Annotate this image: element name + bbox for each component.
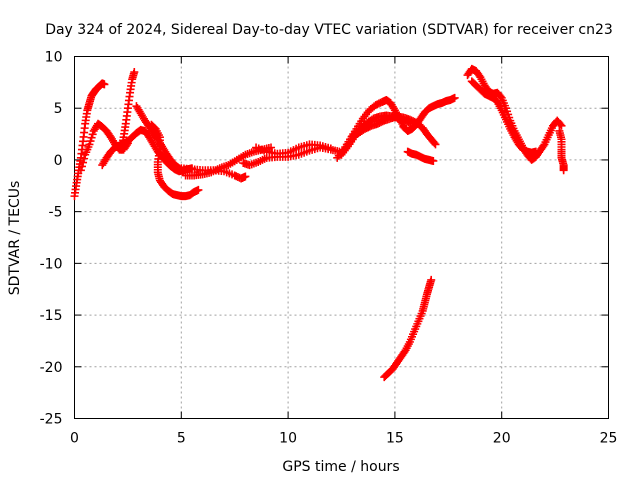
data-point (559, 166, 568, 175)
point-layer (70, 64, 568, 382)
series-track-s (555, 126, 568, 175)
series-track-j (252, 140, 335, 158)
data-point (326, 144, 335, 153)
y-tick-label: 0 (54, 153, 63, 169)
series-track-a (70, 79, 109, 201)
x-tick-label: 0 (70, 431, 79, 447)
data-point (77, 162, 86, 171)
x-tick-label: 5 (177, 431, 186, 447)
data-point (87, 133, 96, 142)
data-point (557, 121, 566, 130)
grid-layer (74, 56, 609, 419)
series-track-n (399, 93, 459, 135)
series-track-r (467, 77, 540, 157)
data-point (556, 120, 565, 129)
data-point (80, 154, 89, 163)
series-track-f (147, 120, 203, 201)
data-point (88, 130, 97, 139)
series-track-o (403, 147, 438, 165)
data-point (86, 137, 95, 146)
data-point (267, 143, 276, 152)
plot-frame (74, 56, 609, 419)
data-point (427, 275, 436, 284)
chart-title: Day 324 of 2024, Sidereal Day-to-day VTE… (45, 22, 613, 38)
x-tick-label: 25 (600, 431, 618, 447)
y-tick-label: 5 (54, 101, 63, 117)
x-tick-label: 15 (386, 431, 404, 447)
data-point (241, 172, 250, 181)
y-tick-label: -25 (40, 412, 63, 428)
y-axis-label: SDTVAR / TECUs (7, 181, 23, 296)
data-point (79, 158, 88, 167)
data-point (531, 147, 540, 156)
x-tick-label: 20 (493, 431, 511, 447)
series-track-q (463, 64, 566, 164)
data-point (194, 185, 203, 194)
data-point (503, 107, 512, 116)
data-point (100, 80, 109, 89)
data-point (130, 68, 139, 77)
y-tick-label: -15 (40, 308, 63, 324)
tick-label-layer: 0 5 10 15 20 25 -25 -20 -15 -10 -5 0 5 10 (40, 50, 618, 447)
data-point (85, 140, 94, 149)
series-track-p (380, 275, 436, 382)
x-axis-label: GPS time / hours (282, 459, 399, 475)
data-point (431, 140, 440, 149)
y-tick-label: -5 (49, 205, 63, 221)
data-point (450, 93, 459, 102)
x-tick-label: 10 (279, 431, 297, 447)
tick-layer (74, 56, 609, 419)
y-tick-label: -10 (40, 256, 63, 272)
data-point (429, 156, 438, 165)
data-point (430, 139, 439, 148)
data-point (76, 166, 85, 175)
y-tick-label: 10 (45, 50, 63, 66)
y-tick-label: -20 (40, 360, 63, 376)
